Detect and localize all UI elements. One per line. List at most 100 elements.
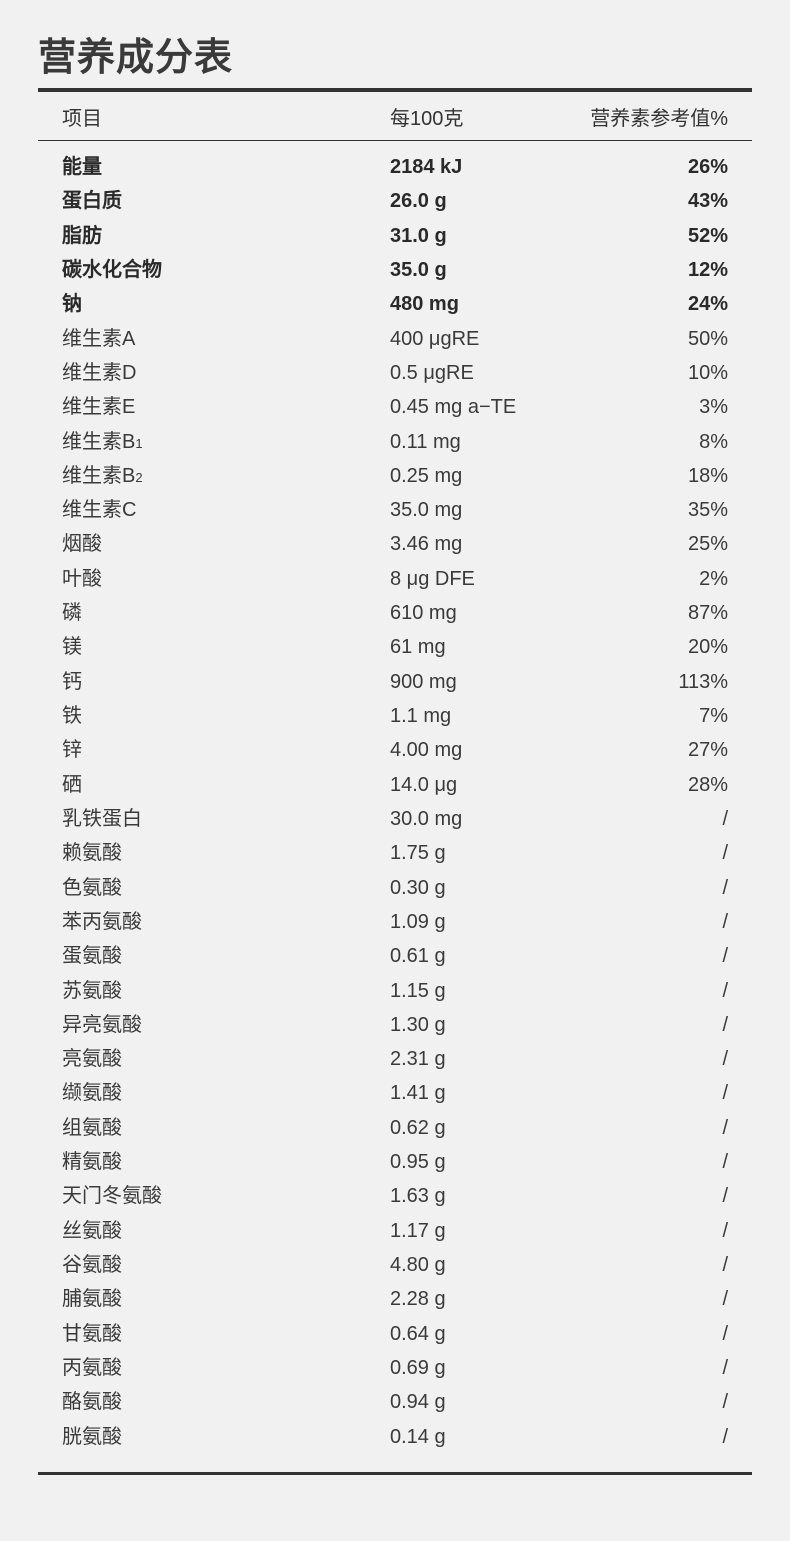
page-title: 营养成分表: [38, 37, 234, 79]
nrv-percent: 3%: [699, 396, 728, 419]
nutrient-name: 蛋氨酸: [62, 942, 122, 972]
nutrient-name: 天门冬氨酸: [62, 1182, 162, 1212]
table-row: 苯丙氨酸 1.09 g /: [0, 908, 790, 942]
amount-per-100g: 26.0 g: [390, 190, 447, 213]
nutrient-name: 维生素B1: [62, 428, 143, 458]
nutrient-name-text: 蛋白质: [62, 190, 122, 213]
nutrient-name-text: 蛋氨酸: [62, 945, 122, 968]
table-row: 磷 610 mg 87%: [0, 599, 790, 633]
nutrient-subscript: 1: [135, 435, 143, 451]
amount-per-100g: 0.30 g: [390, 876, 446, 899]
table-row: 酪氨酸 0.94 g /: [0, 1388, 790, 1422]
amount-per-100g: 4.80 g: [390, 1254, 446, 1276]
table-row: 维生素C 35.0 mg 35%: [0, 496, 790, 530]
nutrient-name-text: 脯氨酸: [62, 1288, 122, 1311]
nutrient-name-text: 谷氨酸: [62, 1254, 122, 1276]
nutrient-name: 苏氨酸: [62, 977, 122, 1007]
nutrient-name: 缬氨酸: [62, 1079, 122, 1109]
amount-per-100g: 1.30 g: [390, 1013, 446, 1036]
amount-per-100g: 0.25 mg: [390, 464, 463, 487]
nrv-percent: /: [722, 1322, 728, 1345]
nrv-percent: /: [722, 1151, 728, 1174]
table-row: 维生素B2 0.25 mg 18%: [0, 462, 790, 496]
nutrient-name-text: 叶酸: [62, 567, 102, 590]
nrv-percent: /: [722, 1048, 728, 1071]
nrv-percent: 10%: [687, 361, 728, 384]
nrv-percent: /: [722, 1425, 728, 1448]
nrv-percent: 26%: [687, 156, 728, 178]
nrv-percent: 24%: [687, 293, 728, 316]
nrv-percent: 52%: [687, 224, 728, 247]
nutrient-name: 维生素B2: [62, 462, 143, 492]
table-row: 脯氨酸 2.28 g /: [0, 1285, 790, 1319]
table-bottom-rule: [38, 1472, 752, 1475]
nutrient-name: 组氨酸: [62, 1114, 122, 1144]
nrv-percent: 18%: [687, 464, 728, 487]
nrv-percent: 7%: [699, 705, 728, 727]
nutrient-name: 谷氨酸: [62, 1251, 122, 1281]
amount-per-100g: 0.69 g: [390, 1356, 446, 1379]
nutrient-name-text: 维生素B: [62, 430, 136, 453]
nutrient-name: 精氨酸: [62, 1148, 122, 1178]
table-row: 维生素D 0.5 μgRE 10%: [0, 359, 790, 393]
nutrient-name: 酪氨酸: [62, 1388, 122, 1418]
amount-per-100g: 0.5 μgRE: [390, 361, 474, 384]
table-row: 能量 2184 kJ 26%: [0, 153, 790, 187]
nrv-percent: 43%: [687, 190, 728, 213]
header-nrv: 营养素参考值%: [590, 108, 728, 130]
amount-per-100g: 3.46 mg: [390, 533, 463, 556]
nutrient-name: 胱氨酸: [62, 1423, 122, 1453]
nrv-percent: /: [722, 910, 728, 933]
amount-per-100g: 8 μg DFE: [390, 567, 475, 590]
nutrient-name-text: 丝氨酸: [62, 1219, 122, 1242]
amount-per-100g: 35.0 mg: [390, 499, 463, 522]
nutrient-name: 镁: [62, 633, 82, 663]
nutrient-name-text: 锌: [62, 739, 82, 762]
nutrient-name-text: 烟酸: [62, 533, 102, 556]
amount-per-100g: 900 mg: [390, 670, 457, 693]
table-row: 烟酸 3.46 mg 25%: [0, 530, 790, 564]
table-row: 赖氨酸 1.75 g /: [0, 839, 790, 873]
table-row: 缬氨酸 1.41 g /: [0, 1079, 790, 1113]
nutrient-name-text: 维生素C: [62, 499, 137, 522]
nutrient-name-text: 维生素B: [62, 464, 136, 487]
amount-per-100g: 31.0 g: [390, 224, 447, 247]
nrv-percent: /: [722, 1219, 728, 1242]
amount-per-100g: 0.11 mg: [390, 430, 461, 453]
amount-per-100g: 1.63 g: [390, 1185, 446, 1208]
nutrient-name-text: 镁: [62, 636, 82, 659]
nutrient-name-text: 硒: [62, 773, 82, 796]
nutrient-name: 维生素C: [62, 496, 136, 526]
amount-per-100g: 0.61 g: [390, 945, 446, 968]
amount-per-100g: 1.41 g: [390, 1082, 446, 1105]
nutrient-name: 蛋白质: [62, 187, 122, 217]
table-row: 钠 480 mg 24%: [0, 290, 790, 324]
nutrient-name-text: 能量: [62, 156, 102, 178]
nutrient-name-text: 脂肪: [62, 224, 102, 247]
nrv-percent: 35%: [687, 499, 728, 522]
amount-per-100g: 0.14 g: [390, 1425, 446, 1448]
table-row: 蛋白质 26.0 g 43%: [0, 187, 790, 221]
nutrient-name-text: 维生素E: [62, 396, 136, 419]
table-row: 叶酸 8 μg DFE 2%: [0, 565, 790, 599]
nutrient-subscript: 2: [135, 469, 143, 485]
amount-per-100g: 35.0 g: [390, 258, 447, 281]
nutrient-name-text: 钙: [62, 670, 82, 693]
nutrient-name-text: 维生素D: [62, 361, 137, 384]
nrv-percent: /: [722, 842, 728, 865]
amount-per-100g: 14.0 μg: [390, 773, 458, 796]
nutrient-name: 铁: [62, 702, 82, 732]
nutrient-name: 苯丙氨酸: [62, 908, 142, 938]
nutrient-name: 甘氨酸: [62, 1320, 122, 1350]
nutrient-name-text: 精氨酸: [62, 1151, 122, 1174]
nutrient-name-text: 赖氨酸: [62, 842, 122, 865]
nutrient-name: 脯氨酸: [62, 1285, 122, 1315]
amount-per-100g: 2184 kJ: [390, 156, 463, 178]
nutrient-name-text: 苯丙氨酸: [62, 910, 142, 933]
nutrient-name: 钙: [62, 668, 82, 698]
header-per-100g: 每100克: [390, 108, 464, 130]
nrv-percent: /: [722, 1356, 728, 1379]
table-row: 甘氨酸 0.64 g /: [0, 1320, 790, 1354]
table-row: 胱氨酸 0.14 g /: [0, 1423, 790, 1457]
amount-per-100g: 1.17 g: [390, 1219, 446, 1242]
